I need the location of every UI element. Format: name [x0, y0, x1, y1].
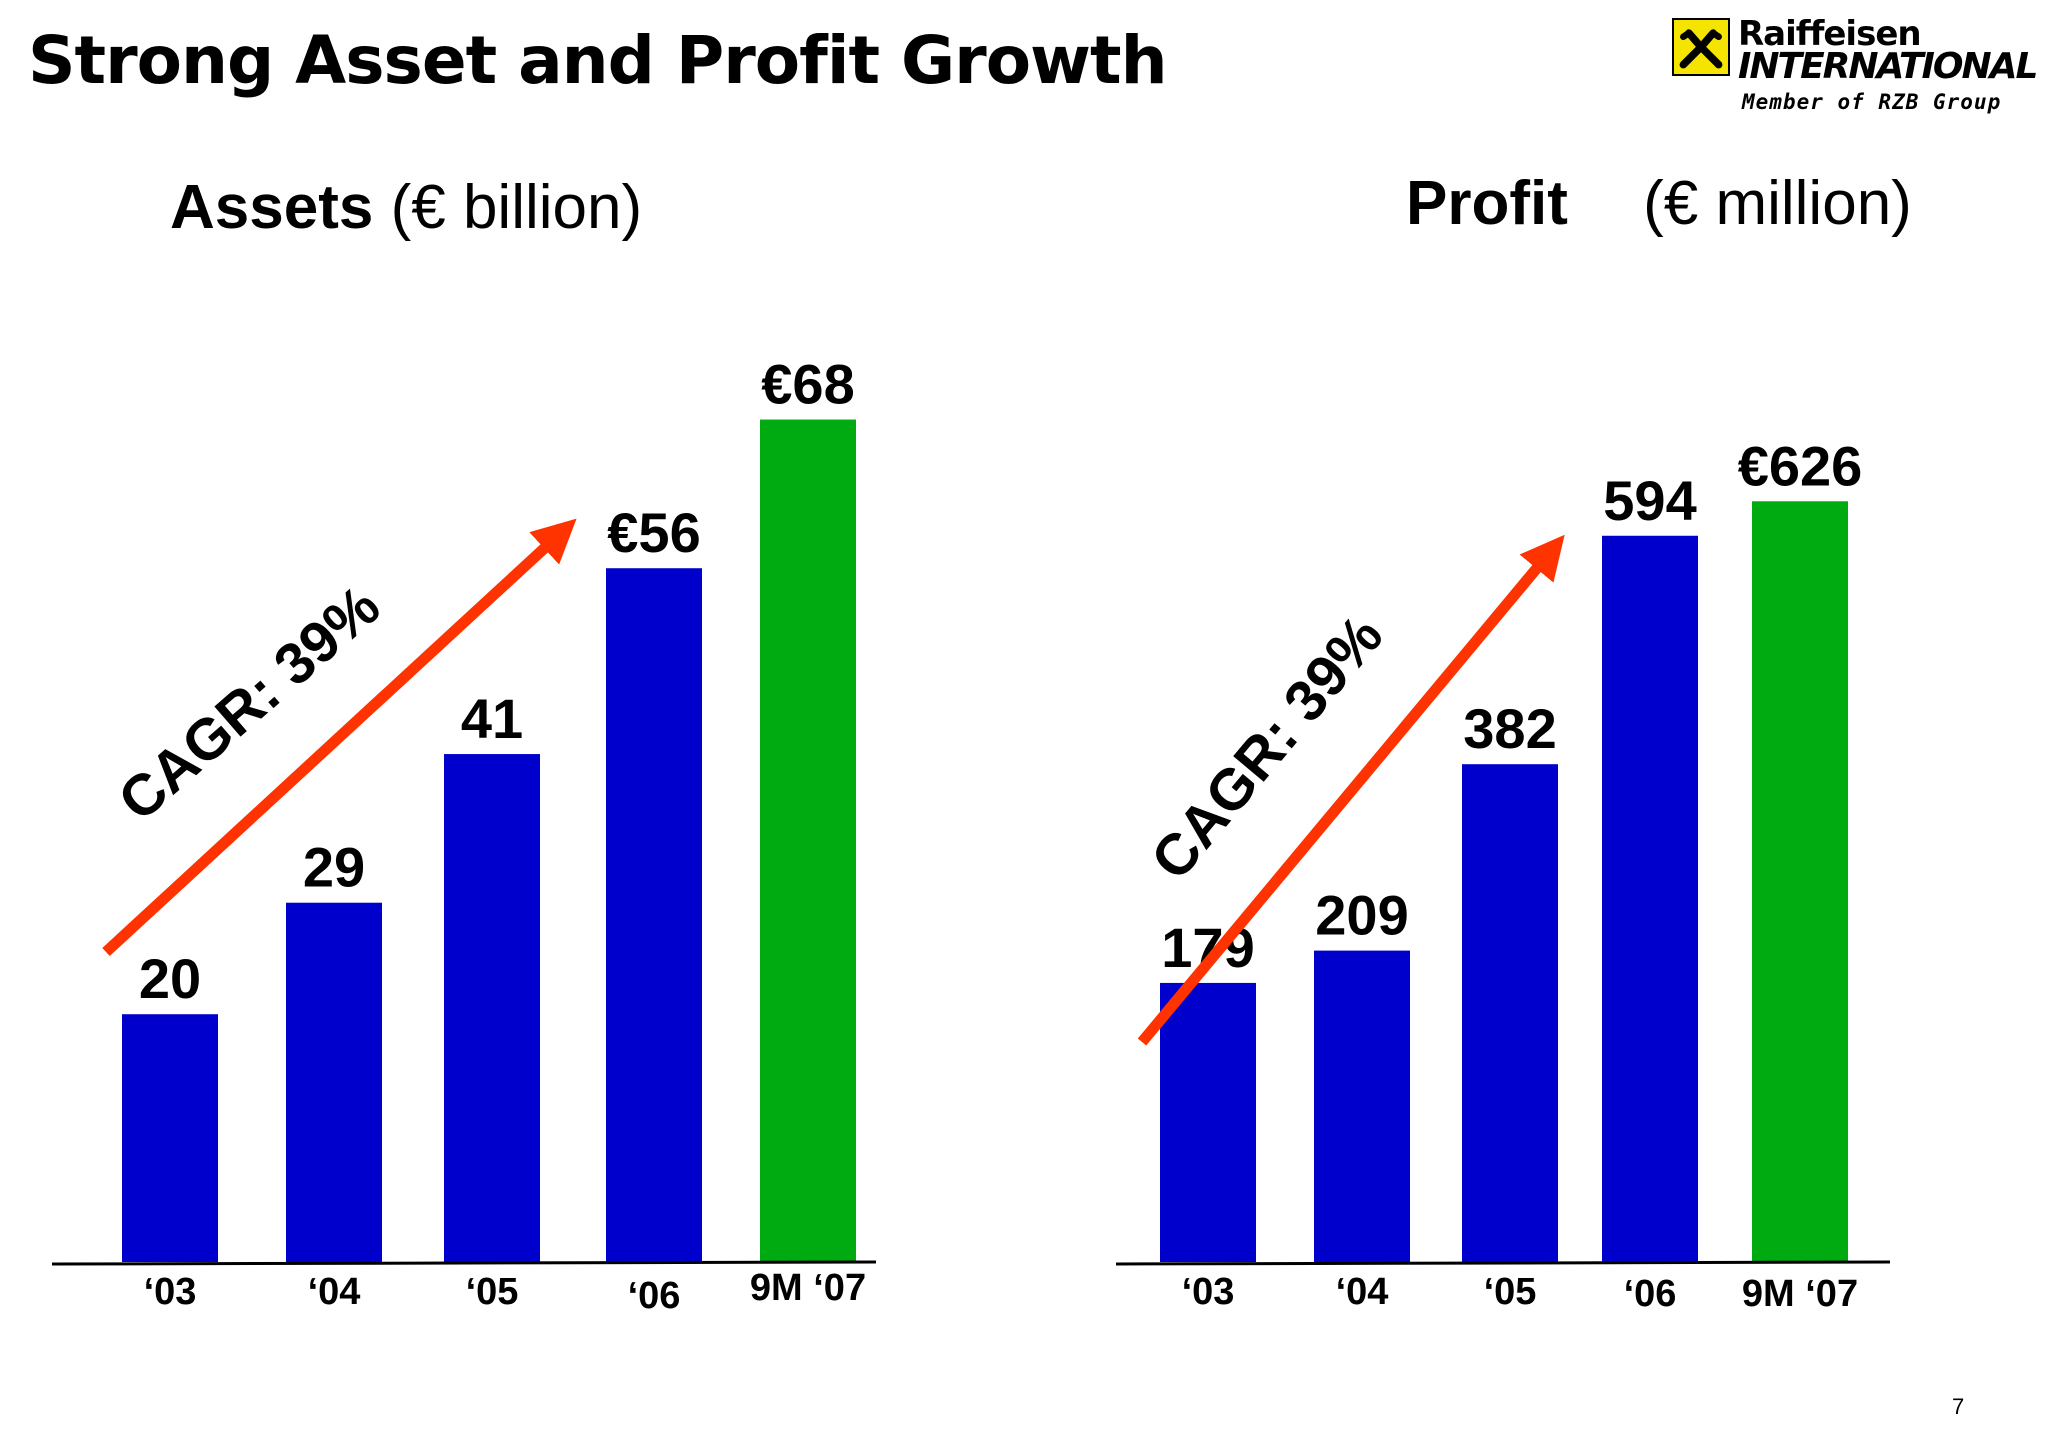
profit-bar-2: [1462, 764, 1558, 1262]
assets-tick-label-2: ‘05: [466, 1271, 519, 1313]
profit-tick-label-3: ‘06: [1624, 1273, 1677, 1315]
profit-tick-label-4: 9M ‘07: [1742, 1273, 1858, 1315]
profit-chart-title: Profit (€ million): [1406, 168, 1912, 239]
logo-subtitle: INTERNATIONAL: [1738, 46, 2038, 87]
profit-value-label-3: 594: [1603, 469, 1696, 532]
assets-value-label-4: €68: [761, 353, 854, 416]
profit-bar-3: [1602, 535, 1698, 1262]
assets-bar-4: [760, 419, 856, 1262]
profit-growth-arrow: [1137, 534, 1565, 1046]
assets-bar-1: [286, 902, 382, 1262]
profit-title-name: Profit: [1406, 169, 1568, 238]
profit-bar-1: [1314, 950, 1410, 1262]
assets-bar-3: [606, 568, 702, 1262]
assets-growth-arrow: [102, 518, 577, 957]
assets-bar-2: [444, 754, 540, 1262]
profit-bar-0: [1160, 982, 1256, 1262]
assets-tick-label-1: ‘04: [308, 1271, 361, 1313]
profit-tick-label-0: ‘03: [1182, 1271, 1235, 1313]
assets-chart-title: Assets (€ billion): [170, 172, 642, 243]
assets-tick-label-4: 9M ‘07: [750, 1267, 866, 1309]
assets-value-label-3: €56: [607, 501, 700, 564]
logo-tagline: Member of RZB Group: [1742, 90, 2002, 114]
profit-value-label-1: 209: [1315, 884, 1408, 947]
assets-tick-label-0: ‘03: [144, 1271, 197, 1313]
assets-chart: 20 ‘03 29 ‘04 41 ‘05 €56 ‘06 €68 9M ‘07 CAGR: 39%: [51, 353, 877, 1317]
page-number: 7: [1952, 1394, 1965, 1419]
assets-title-name: Assets: [170, 173, 374, 242]
slide-title: Strong Asset and Profit Growth: [28, 22, 1168, 99]
profit-tick-label-2: ‘05: [1484, 1271, 1537, 1313]
assets-value-label-1: 29: [303, 836, 365, 899]
profit-tick-label-1: ‘04: [1336, 1271, 1389, 1313]
profit-value-label-2: 382: [1463, 697, 1556, 760]
assets-x-axis: [51, 1260, 877, 1266]
profit-value-label-4: €626: [1738, 434, 1863, 497]
assets-title-unit: (€ billion): [390, 173, 643, 242]
assets-value-label-2: 41: [461, 687, 523, 750]
profit-bar-4: [1752, 501, 1848, 1262]
gable-cross-icon: [1672, 18, 1730, 76]
profit-cagr-label: CAGR: 39%: [1139, 603, 1396, 892]
logo-name: Raiffeisen: [1738, 14, 1922, 54]
raiffeisen-logo: Raiffeisen INTERNATIONAL Member of RZB G…: [1672, 14, 2038, 124]
assets-value-label-0: 20: [139, 947, 201, 1010]
profit-title-unit: (€ million): [1643, 169, 1912, 238]
assets-cagr-label: CAGR: 39%: [106, 573, 392, 834]
profit-x-axis: [1115, 1260, 1891, 1266]
assets-bar-0: [122, 1014, 218, 1262]
assets-tick-label-3: ‘06: [628, 1275, 681, 1317]
